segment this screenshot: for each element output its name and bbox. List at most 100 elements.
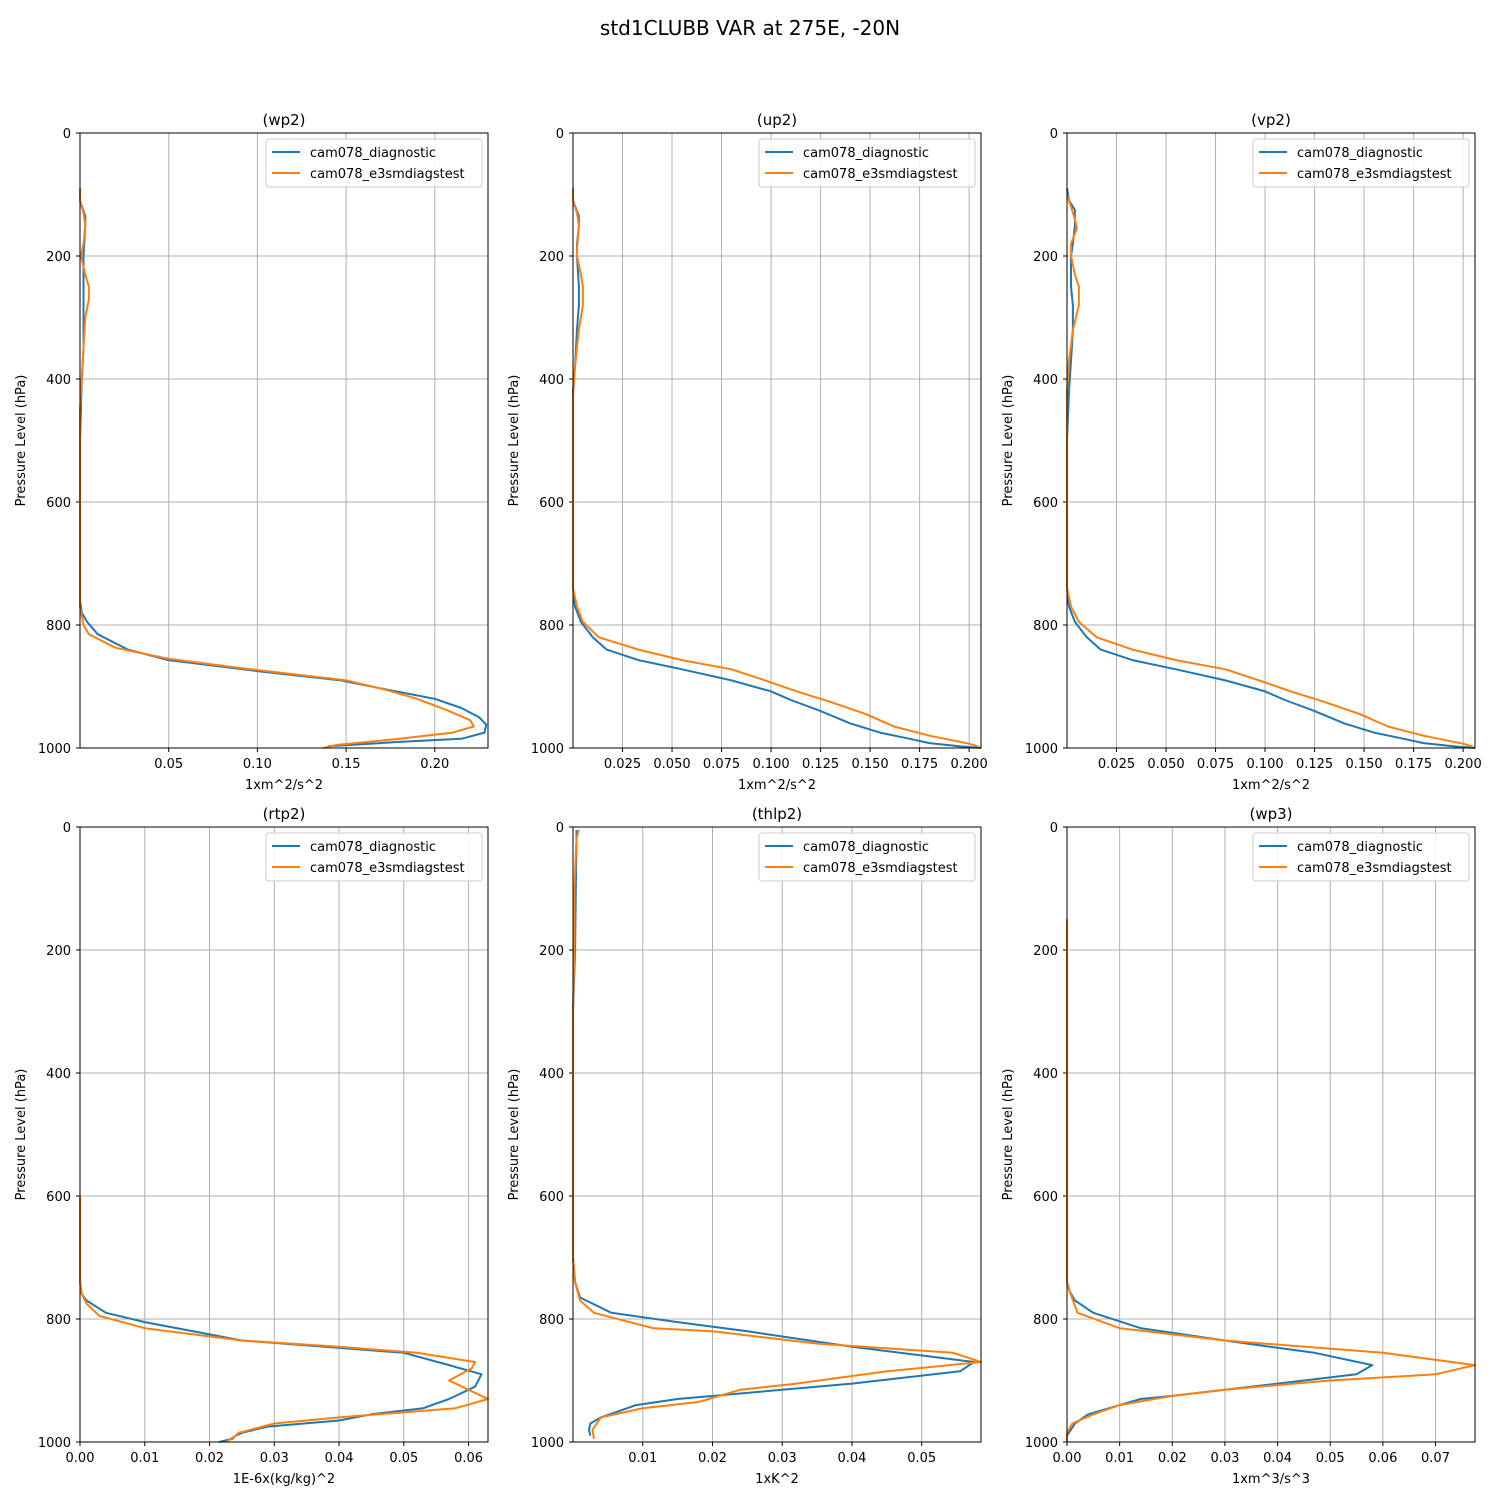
series-line-cam078_e3smdiagstest bbox=[79, 1196, 489, 1443]
y-tick-label: 600 bbox=[1033, 1190, 1058, 1205]
x-tick-label: 0.04 bbox=[837, 1451, 866, 1466]
y-tick-label: 0 bbox=[63, 821, 71, 836]
x-tick-label: 0.02 bbox=[195, 1451, 224, 1466]
y-tick-label: 800 bbox=[1033, 619, 1058, 634]
x-tick-label: 0.03 bbox=[1210, 1451, 1239, 1466]
y-tick-label: 400 bbox=[46, 373, 71, 388]
subplot-wp2: 0.05 0.10 0.15 0.20 0 200 400 600 800 1000 (wp2) 1x… bbox=[14, 111, 489, 793]
x-axis-label: 1E-6x(kg/kg)^2 bbox=[233, 1472, 335, 1487]
y-tick-label: 400 bbox=[539, 1067, 564, 1082]
legend-label: cam078_e3smdiagstest bbox=[310, 167, 465, 182]
x-tick-label: 0.150 bbox=[1345, 757, 1382, 772]
x-tick-label: 0.05 bbox=[389, 1451, 418, 1466]
figure-title: std1CLUBB VAR at 275E, -20N bbox=[599, 16, 901, 40]
x-tick-label: 0.100 bbox=[1246, 757, 1283, 772]
plot-frame bbox=[1066, 132, 1476, 749]
subplot-title: (rtp2) bbox=[263, 805, 306, 823]
legend-label: cam078_diagnostic bbox=[310, 146, 436, 161]
x-tick-label: 0.150 bbox=[851, 757, 888, 772]
legend: cam078_diagnostic cam078_e3smdiagstest bbox=[1252, 138, 1470, 188]
subplot-up2: 0.025 0.050 0.075 0.100 0.125 0.150 0.175 0.200… bbox=[507, 111, 988, 793]
x-tick-label: 0.100 bbox=[752, 757, 789, 772]
x-tick-label: 0.03 bbox=[768, 1451, 797, 1466]
y-tick-label: 200 bbox=[539, 944, 564, 959]
series-line-cam078_e3smdiagstest bbox=[572, 829, 982, 1440]
plot-frame bbox=[79, 132, 489, 749]
x-tick-label: 0.15 bbox=[332, 757, 361, 772]
legend-label: cam078_e3smdiagstest bbox=[310, 861, 465, 876]
x-tick-label: 0.01 bbox=[1105, 1451, 1134, 1466]
x-tick-label: 0.05 bbox=[907, 1451, 936, 1466]
subplot-vp2: 0.025 0.050 0.075 0.100 0.125 0.150 0.175 0.200… bbox=[1001, 111, 1482, 793]
x-tick-label: 0.06 bbox=[1368, 1451, 1397, 1466]
legend-label: cam078_diagnostic bbox=[803, 146, 929, 161]
subplot-title: (wp2) bbox=[262, 111, 305, 129]
legend-box bbox=[758, 832, 976, 882]
x-tick-label: 0.05 bbox=[1316, 1451, 1345, 1466]
y-tick-label: 1000 bbox=[1025, 1436, 1058, 1451]
y-tick-label: 0 bbox=[1050, 821, 1058, 836]
series-line-cam078_e3smdiagstest bbox=[79, 188, 475, 749]
y-tick-label: 600 bbox=[1033, 496, 1058, 511]
x-tick-label: 0.05 bbox=[154, 757, 183, 772]
plot-frame bbox=[79, 826, 489, 1443]
y-tick-label: 200 bbox=[539, 250, 564, 265]
legend-box bbox=[265, 832, 483, 882]
subplot-thlp2: 0.01 0.02 0.03 0.04 0.05 0 200 400 600 800 1000 (th… bbox=[507, 805, 982, 1487]
x-tick-label: 0.175 bbox=[1395, 757, 1432, 772]
x-tick-label: 0.01 bbox=[130, 1451, 159, 1466]
y-tick-label: 200 bbox=[46, 250, 71, 265]
legend-box bbox=[1252, 138, 1470, 188]
subplot-title: (thlp2) bbox=[752, 805, 802, 823]
x-axis-label: 1xK^2 bbox=[755, 1472, 799, 1487]
legend-label: cam078_e3smdiagstest bbox=[803, 167, 958, 182]
y-tick-label: 1000 bbox=[531, 1436, 564, 1451]
y-axis-label: Pressure Level (hPa) bbox=[14, 1069, 29, 1201]
series-line-cam078_diagnostic bbox=[572, 830, 975, 1437]
y-tick-label: 600 bbox=[539, 1190, 564, 1205]
x-tick-label: 0.200 bbox=[951, 757, 988, 772]
x-tick-label: 0.025 bbox=[604, 757, 641, 772]
x-tick-label: 0.050 bbox=[1147, 757, 1184, 772]
y-tick-label: 400 bbox=[1033, 373, 1058, 388]
y-tick-label: 0 bbox=[63, 127, 71, 142]
series-line-cam078_e3smdiagstest bbox=[572, 188, 980, 748]
legend-label: cam078_diagnostic bbox=[1297, 840, 1423, 855]
legend-box bbox=[758, 138, 976, 188]
plot-frame bbox=[572, 132, 982, 749]
y-tick-label: 1000 bbox=[1025, 742, 1058, 757]
y-tick-label: 800 bbox=[1033, 1313, 1058, 1328]
x-tick-label: 0.125 bbox=[802, 757, 839, 772]
legend: cam078_diagnostic cam078_e3smdiagstest bbox=[758, 832, 976, 882]
legend-box bbox=[265, 138, 483, 188]
x-axis-label: 1xm^2/s^2 bbox=[1232, 778, 1310, 793]
y-axis-label: Pressure Level (hPa) bbox=[1001, 375, 1016, 507]
legend-label: cam078_e3smdiagstest bbox=[803, 861, 958, 876]
plot-frame bbox=[1066, 826, 1476, 1443]
subplot-rtp2: 0.00 0.01 0.02 0.03 0.04 0.05 0.06 0 200 400 600 80… bbox=[14, 805, 489, 1487]
x-tick-label: 0.02 bbox=[1158, 1451, 1187, 1466]
y-axis-label: Pressure Level (hPa) bbox=[14, 375, 29, 507]
subplot-title: (wp3) bbox=[1249, 805, 1292, 823]
legend: cam078_diagnostic cam078_e3smdiagstest bbox=[1252, 832, 1470, 882]
x-axis-label: 1xm^3/s^3 bbox=[1232, 1472, 1310, 1487]
x-tick-label: 0.025 bbox=[1098, 757, 1135, 772]
x-tick-label: 0.10 bbox=[243, 757, 272, 772]
y-tick-label: 200 bbox=[46, 944, 71, 959]
y-tick-label: 400 bbox=[46, 1067, 71, 1082]
y-tick-label: 800 bbox=[46, 619, 71, 634]
x-tick-label: 0.050 bbox=[653, 757, 690, 772]
x-tick-label: 0.04 bbox=[325, 1451, 354, 1466]
legend-label: cam078_e3smdiagstest bbox=[1297, 861, 1452, 876]
x-tick-label: 0.07 bbox=[1421, 1451, 1450, 1466]
x-tick-label: 0.00 bbox=[66, 1451, 95, 1466]
legend: cam078_diagnostic cam078_e3smdiagstest bbox=[265, 138, 483, 188]
x-tick-label: 0.200 bbox=[1445, 757, 1482, 772]
y-tick-label: 400 bbox=[1033, 1067, 1058, 1082]
subplot-wp3: 0.00 0.01 0.02 0.03 0.04 0.05 0.06 0.07 0 200 400 6… bbox=[1001, 805, 1476, 1487]
legend-label: cam078_diagnostic bbox=[1297, 146, 1423, 161]
y-tick-label: 800 bbox=[539, 1313, 564, 1328]
x-tick-label: 0.075 bbox=[1197, 757, 1234, 772]
x-tick-label: 0.20 bbox=[420, 757, 449, 772]
